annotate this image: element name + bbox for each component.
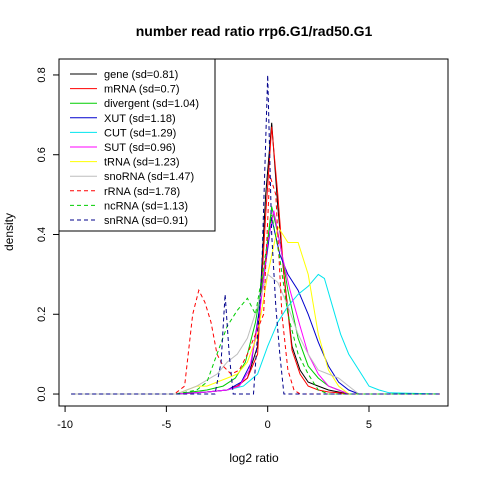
y-tick-label: 0.8 <box>36 67 48 82</box>
x-tick-label: 0 <box>265 419 271 431</box>
x-axis: -10 -5 0 5 <box>57 405 372 431</box>
x-tick-label: 5 <box>366 419 372 431</box>
series-line-6 <box>71 225 440 395</box>
series-line-8 <box>71 174 440 395</box>
series-line-5 <box>71 210 440 395</box>
legend-entry-10: snRNA (sd=0.91) <box>104 215 188 227</box>
y-tick-label: 0.4 <box>36 227 48 242</box>
series-line-10 <box>71 74 440 395</box>
legend-entry-2: divergent (sd=1.04) <box>104 98 199 110</box>
legend-entry-5: SUT (sd=0.96) <box>104 142 176 154</box>
legend: gene (sd=0.81) mRNA (sd=0.7) divergent (sd… <box>58 58 216 232</box>
legend-box <box>58 58 216 232</box>
chart-title: number read ratio rrp6.G1/rad50.G1 <box>136 23 373 39</box>
legend-entry-1: mRNA (sd=0.7) <box>104 84 180 96</box>
legend-entry-6: tRNA (sd=1.23) <box>104 157 180 169</box>
legend-entry-0: gene (sd=0.81) <box>104 69 178 81</box>
legend-entry-3: XUT (sd=1.18) <box>104 113 176 125</box>
series-line-7 <box>71 273 440 395</box>
y-axis: 0.0 0.2 0.4 0.6 0.8 <box>36 67 60 402</box>
series-line-9 <box>71 214 440 395</box>
x-tick-label: -10 <box>57 419 73 431</box>
legend-entry-8: rRNA (sd=1.78) <box>104 186 180 198</box>
series-line-3 <box>71 218 440 395</box>
series-lines <box>71 74 440 395</box>
legend-entry-7: snoRNA (sd=1.47) <box>104 171 194 183</box>
x-tick-label: -5 <box>161 419 171 431</box>
legend-entry-4: CUT (sd=1.29) <box>104 127 176 139</box>
y-tick-label: 0.0 <box>36 386 48 401</box>
y-tick-label: 0.6 <box>36 147 48 162</box>
x-axis-label: log2 ratio <box>229 451 279 465</box>
y-tick-label: 0.2 <box>36 307 48 322</box>
legend-entry-9: ncRNA (sd=1.13) <box>104 200 188 212</box>
y-axis-label: density <box>2 213 16 251</box>
